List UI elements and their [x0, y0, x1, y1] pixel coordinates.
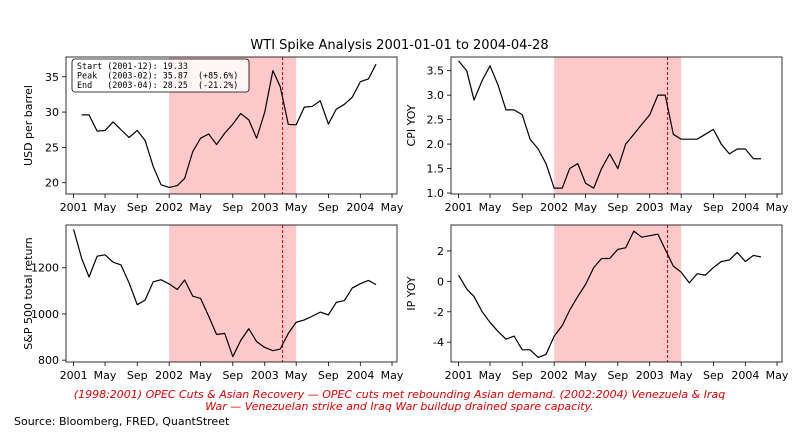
plot-frame	[65, 56, 398, 195]
plot-frame	[450, 224, 783, 363]
y-tick-label: 3.0	[427, 89, 445, 102]
x-tick-label: 2003	[636, 201, 664, 214]
x-tick-label: 2002	[540, 369, 568, 382]
panel-cpi-yoy: 2001 May Sep 2002 May Sep 2003 May Sep 2004 May 1.0…	[405, 56, 789, 214]
y-tick-label: 35	[45, 71, 59, 84]
y-tick-label: 1.5	[427, 163, 445, 176]
x-tick-label: Sep	[512, 201, 533, 214]
y-axis-label: CPI YOY	[405, 104, 418, 146]
stats-box-frame	[71, 58, 250, 93]
y-tick-label: 3.5	[427, 65, 445, 78]
x-tick-label: May	[381, 201, 404, 214]
x-tick-label: 2002	[155, 369, 183, 382]
x-tick-label: 2004	[731, 201, 759, 214]
y-axis-label: S&P 500 total return	[22, 237, 35, 349]
x-tick-label: 2003	[251, 201, 279, 214]
x-tick-label: May	[285, 369, 308, 382]
x-tick-label: May	[574, 369, 597, 382]
y-tick-label: 1000	[31, 308, 59, 321]
x-tick-label: Sep	[703, 369, 724, 382]
y-tick-label: 1200	[31, 262, 59, 275]
episode-shade	[169, 225, 297, 362]
x-tick-label: 2001	[60, 201, 88, 214]
x-tick-label: 2001	[445, 369, 473, 382]
series-line-wti	[81, 63, 377, 189]
x-tick-label: Sep	[607, 201, 628, 214]
x-tick-label: Sep	[512, 369, 533, 382]
x-tick-label: 2004	[346, 369, 374, 382]
x-tick-label: 2003	[251, 369, 279, 382]
x-tick-label: 2004	[731, 369, 759, 382]
x-tick-label: Sep	[318, 369, 339, 382]
series-line-spx	[73, 229, 377, 358]
x-tick-label: Sep	[607, 369, 628, 382]
y-tick-label: 25	[45, 141, 59, 154]
plot-frame	[450, 56, 783, 195]
source-note: Source: Bloomberg, FRED, QuantStreet	[14, 415, 230, 428]
y-tick-label: 20	[45, 177, 59, 190]
y-tick-label: 30	[45, 106, 59, 119]
series-line-cpi	[458, 60, 762, 189]
x-tick-label: May	[766, 201, 789, 214]
x-tick-label: May	[766, 369, 789, 382]
x-tick-label: May	[94, 369, 117, 382]
stats-end: End (2003-04): 28.25 (-21.2%)	[77, 80, 238, 90]
x-tick-label: May	[381, 369, 404, 382]
panel-sp500-total-return: 2001 May Sep 2002 May Sep 2003 May Sep 2004 May 800…	[22, 224, 404, 382]
y-tick-label: 800	[38, 354, 59, 367]
y-axis-label: USD per barrel	[22, 85, 35, 166]
episode-note-line-2: War — Venezuelan strike and Iraq War bui…	[205, 400, 594, 413]
y-tick-label: 0	[437, 275, 444, 288]
figure-title: WTI Spike Analysis 2001-01-01 to 2004-04…	[250, 38, 548, 53]
x-tick-label: Sep	[127, 201, 148, 214]
panel-ip-yoy: 2001 May Sep 2002 May Sep 2003 May Sep 2004 May -4 -…	[405, 224, 789, 382]
y-tick-label: -2	[433, 306, 444, 319]
x-tick-label: May	[479, 369, 502, 382]
x-tick-label: Sep	[222, 369, 243, 382]
x-tick-label: Sep	[127, 369, 148, 382]
episode-shade	[554, 57, 682, 194]
x-tick-label: May	[285, 201, 308, 214]
x-tick-label: May	[479, 201, 502, 214]
x-tick-label: May	[189, 369, 212, 382]
episode-note-line-1: (1998:2001) OPEC Cuts & Asian Recovery —…	[74, 388, 725, 401]
plot-frame	[65, 224, 398, 363]
episode-shade	[554, 225, 682, 362]
y-tick-label: 2.0	[427, 138, 445, 151]
y-tick-label: 2	[437, 245, 444, 258]
stats-start: Start (2001-12): 19.33	[77, 61, 188, 71]
x-tick-label: 2002	[540, 201, 568, 214]
x-tick-label: 2004	[346, 201, 374, 214]
x-tick-label: 2001	[445, 201, 473, 214]
x-tick-label: May	[670, 201, 693, 214]
x-tick-label: Sep	[703, 201, 724, 214]
x-tick-label: 2002	[155, 201, 183, 214]
x-tick-label: May	[94, 201, 117, 214]
series-line-ip	[458, 230, 762, 359]
x-tick-label: 2003	[636, 369, 664, 382]
y-tick-label: -4	[433, 336, 444, 349]
x-tick-label: Sep	[222, 201, 243, 214]
x-tick-label: May	[189, 201, 212, 214]
y-tick-label: 2.5	[427, 114, 445, 127]
stats-box: Start (2001-12): 19.33 Peak (2003-02): 3…	[71, 58, 250, 93]
x-tick-label: May	[574, 201, 597, 214]
x-tick-label: 2001	[60, 369, 88, 382]
stats-peak: Peak (2003-02): 35.87 (+85.6%)	[77, 71, 238, 81]
y-tick-label: 1.0	[427, 187, 445, 200]
x-tick-label: May	[670, 369, 693, 382]
x-tick-label: Sep	[318, 201, 339, 214]
y-axis-label: IP YOY	[405, 276, 418, 311]
